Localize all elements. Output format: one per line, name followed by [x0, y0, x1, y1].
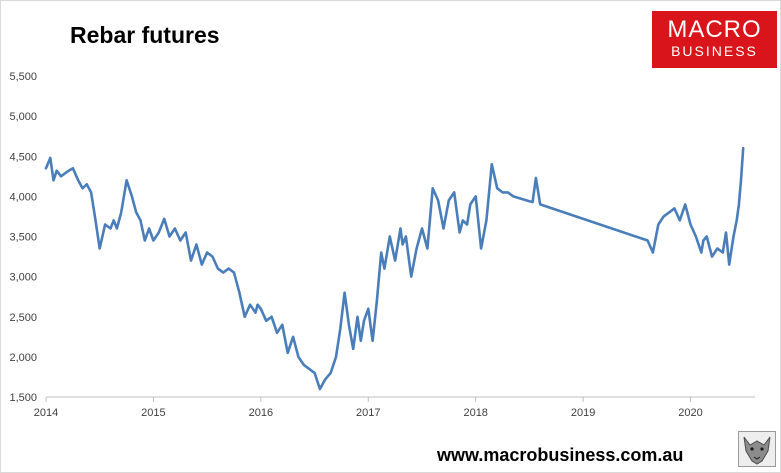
logo-line-2: BUSINESS	[671, 43, 758, 59]
y-tick-label: 5,000	[9, 111, 37, 123]
y-tick-label: 3,500	[9, 232, 37, 244]
y-tick-label: 3,000	[9, 272, 37, 284]
chart-title: Rebar futures	[70, 22, 220, 48]
x-axis: 2014 2015 2016 2017 2018 2019 2020	[34, 397, 703, 419]
logo-line-1: MACRO	[667, 16, 762, 43]
macrobusiness-logo: MACRO BUSINESS	[652, 11, 777, 68]
wolf-mascot-icon	[738, 431, 776, 467]
y-tick-label: 5,500	[9, 71, 37, 83]
x-tick-label: 2019	[571, 407, 595, 419]
x-tick-label: 2015	[141, 407, 165, 419]
y-axis: 1,500 2,000 2,500 3,000 3,500 4,000 4,500 5,000…	[9, 71, 37, 404]
series-group	[44, 146, 745, 391]
y-tick-label: 2,000	[9, 352, 37, 364]
x-tick-label: 2017	[356, 407, 380, 419]
x-tick-label: 2016	[249, 407, 273, 419]
x-tick-label: 2020	[678, 407, 702, 419]
y-tick-label: 2,500	[9, 312, 37, 324]
rebar-price-line	[44, 146, 745, 391]
x-tick-label: 2018	[463, 407, 487, 419]
y-tick-label: 1,500	[9, 392, 37, 404]
y-tick-label: 4,500	[9, 151, 37, 163]
website-url: www.macrobusiness.com.au	[437, 445, 684, 465]
y-tick-label: 4,000	[9, 191, 37, 203]
x-tick-label: 2014	[34, 407, 58, 419]
